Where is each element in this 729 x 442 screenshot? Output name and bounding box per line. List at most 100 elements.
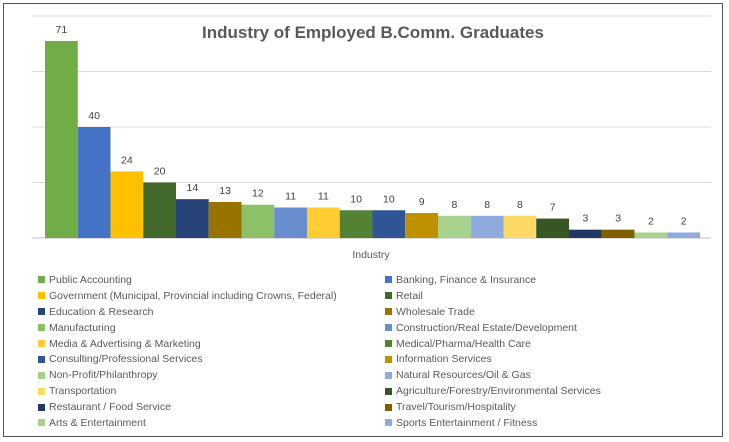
bar-11 <box>372 210 406 238</box>
data-label: 2 <box>648 215 654 227</box>
legend-item: Construction/Real Estate/Development <box>385 320 715 336</box>
legend-label: Retail <box>396 289 423 302</box>
legend-swatch <box>385 387 392 395</box>
legend-swatch <box>38 308 45 316</box>
legend-label: Manufacturing <box>49 321 116 334</box>
legend-item: Agriculture/Forestry/Environmental Servi… <box>385 383 715 399</box>
legend-item: Travel/Tourism/Hospitality <box>385 399 715 415</box>
legend-swatch <box>385 308 392 316</box>
data-label: 71 <box>56 24 68 36</box>
legend-swatch <box>38 292 45 300</box>
legend-item: Retail <box>385 288 715 304</box>
legend-swatch <box>38 324 45 332</box>
legend-swatch <box>38 355 45 363</box>
bar-10 <box>339 210 373 238</box>
data-label: 8 <box>517 199 523 211</box>
data-label: 12 <box>252 188 264 200</box>
legend-label: Restaurant / Food Service <box>49 401 171 414</box>
legend-item: Natural Resources/Oil & Gas <box>385 367 715 383</box>
legend-label: Travel/Tourism/Hospitality <box>396 401 516 414</box>
legend-swatch <box>385 419 392 427</box>
legend-item: Banking, Finance & Insurance <box>385 272 715 288</box>
data-label: 3 <box>582 213 588 225</box>
bar-9 <box>307 207 340 238</box>
legend-label: Non-Profit/Philanthropy <box>49 369 158 382</box>
bar-17 <box>569 229 602 238</box>
bar-13 <box>438 215 471 238</box>
bar-12 <box>405 213 438 238</box>
legend-label: Sports Entertainment / Fitness <box>396 416 538 429</box>
legend-label: Arts & Entertainment <box>49 416 146 429</box>
data-label: 7 <box>550 202 556 214</box>
data-label: 3 <box>615 213 621 225</box>
legend-item: Non-Profit/Philanthropy <box>38 367 385 383</box>
legend-swatch <box>385 340 392 347</box>
bar-7 <box>241 204 275 238</box>
legend-item: Public Accounting <box>38 272 385 288</box>
bar-4 <box>143 182 176 238</box>
legend-label: Consulting/Professional Services <box>49 353 203 366</box>
legend-swatch <box>385 355 392 363</box>
legend-item: Arts & Entertainment <box>38 415 385 431</box>
legend-swatch <box>385 403 392 411</box>
bar-1 <box>45 40 78 238</box>
legend-label: Media & Advertising & Marketing <box>49 337 201 350</box>
legend-label: Public Accounting <box>49 273 132 286</box>
legend-swatch <box>38 340 45 347</box>
legend-label: Information Services <box>396 353 492 366</box>
data-label: 13 <box>219 185 231 197</box>
bar-19 <box>634 232 668 238</box>
legend-swatch <box>38 387 45 395</box>
data-label: 2 <box>681 215 687 227</box>
data-label: 14 <box>187 182 199 194</box>
legend-swatch <box>38 371 45 379</box>
legend-label: Banking, Finance & Insurance <box>396 273 537 286</box>
data-label: 8 <box>451 199 457 211</box>
bar-16 <box>536 218 569 238</box>
legend-item: Media & Advertising & Marketing <box>38 336 385 352</box>
legend-item: Information Services <box>385 351 715 367</box>
data-label: 9 <box>419 196 425 208</box>
legend-item: Sports Entertainment / Fitness <box>385 415 715 431</box>
legend-swatch <box>385 324 392 332</box>
bar-15 <box>503 215 537 238</box>
legend-item: Restaurant / Food Service <box>38 399 385 415</box>
legend: Public Accounting Banking, Finance & Insu… <box>38 272 718 431</box>
x-axis-label: Industry <box>352 249 390 261</box>
legend-swatch <box>38 276 45 284</box>
legend-swatch <box>385 276 392 284</box>
legend-label: Medical/Pharma/Health Care <box>396 337 531 350</box>
bar-5 <box>176 199 209 238</box>
bar-20 <box>667 232 700 238</box>
legend-label: Agriculture/Forestry/Environmental Servi… <box>396 385 601 398</box>
data-label: 8 <box>484 199 490 211</box>
data-label: 11 <box>318 190 329 202</box>
legend-swatch <box>38 403 45 411</box>
data-label: 20 <box>154 166 166 178</box>
bar-18 <box>601 229 635 238</box>
bar-3 <box>110 171 144 238</box>
legend-label: Education & Research <box>49 305 154 318</box>
bar-14 <box>470 215 504 238</box>
legend-item: Medical/Pharma/Health Care <box>385 336 715 352</box>
bar-8 <box>274 207 307 238</box>
chart-title: Industry of Employed B.Comm. Graduates <box>202 23 544 42</box>
bar-6 <box>208 201 242 238</box>
legend-swatch <box>385 292 392 300</box>
chart-frame <box>3 3 723 437</box>
legend-item: Wholesale Trade <box>385 304 715 320</box>
legend-swatch <box>38 419 45 427</box>
legend-label: Wholesale Trade <box>396 305 475 318</box>
bar-2 <box>77 127 111 238</box>
legend-item: Manufacturing <box>38 320 385 336</box>
legend-label: Construction/Real Estate/Development <box>396 321 577 334</box>
data-label: 40 <box>88 110 100 122</box>
data-label: 11 <box>285 190 296 202</box>
legend-label: Transportation <box>49 385 117 398</box>
legend-item: Education & Research <box>38 304 385 320</box>
legend-item: Government (Municipal, Provincial includ… <box>38 288 385 304</box>
legend-item: Consulting/Professional Services <box>38 351 385 367</box>
legend-label: Government (Municipal, Provincial includ… <box>49 289 337 302</box>
data-label: 24 <box>121 154 133 166</box>
